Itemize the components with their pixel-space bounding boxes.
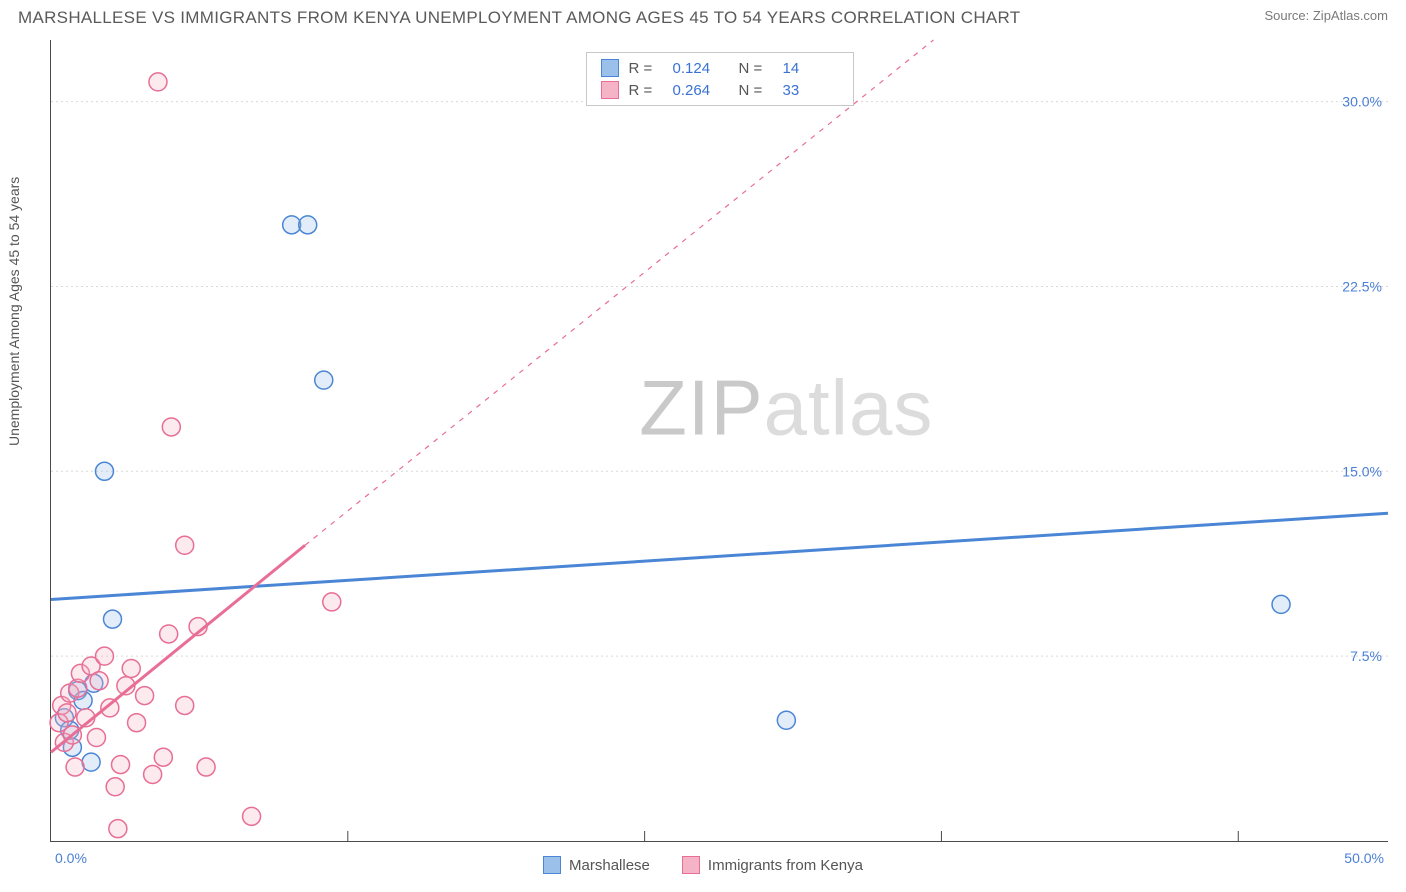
source-label: Source: — [1264, 8, 1312, 23]
legend-series-item: Marshallese — [543, 856, 650, 874]
scatter-point — [95, 462, 113, 480]
plot-area: ZIPatlas 7.5%15.0%22.5%30.0%0.0%50.0% R … — [50, 40, 1388, 842]
legend-r-value: 0.124 — [673, 60, 729, 77]
scatter-point — [82, 753, 100, 771]
legend-correlation: R = 0.124 N = 14 R = 0.264 N = 33 — [586, 52, 854, 106]
source-attribution: Source: ZipAtlas.com — [1264, 8, 1388, 23]
legend-n-value: 33 — [783, 82, 839, 99]
scatter-point — [149, 73, 167, 91]
trend-line — [51, 513, 1388, 599]
legend-r-label: R = — [629, 82, 663, 99]
scatter-point — [777, 711, 795, 729]
scatter-point — [90, 672, 108, 690]
scatter-point — [176, 696, 194, 714]
legend-series-item: Immigrants from Kenya — [682, 856, 863, 874]
legend-swatch — [601, 59, 619, 77]
y-tick-label: 22.5% — [1342, 278, 1382, 294]
scatter-point — [122, 659, 140, 677]
scatter-point — [144, 765, 162, 783]
trend-line — [51, 545, 305, 752]
scatter-point — [176, 536, 194, 554]
scatter-point — [299, 216, 317, 234]
scatter-point — [197, 758, 215, 776]
scatter-point — [136, 687, 154, 705]
y-tick-label: 30.0% — [1342, 94, 1382, 110]
scatter-point — [106, 778, 124, 796]
legend-r-label: R = — [629, 60, 663, 77]
legend-r-value: 0.264 — [673, 82, 729, 99]
scatter-point — [1272, 595, 1290, 613]
legend-series-label: Immigrants from Kenya — [708, 857, 863, 874]
scatter-point — [162, 418, 180, 436]
scatter-point — [66, 758, 84, 776]
legend-swatch — [682, 856, 700, 874]
scatter-point — [154, 748, 172, 766]
scatter-point — [95, 647, 113, 665]
scatter-svg: 7.5%15.0%22.5%30.0%0.0%50.0% — [51, 40, 1388, 841]
legend-correlation-row: R = 0.124 N = 14 — [587, 57, 853, 79]
legend-n-label: N = — [739, 82, 773, 99]
legend-series: Marshallese Immigrants from Kenya — [0, 856, 1406, 874]
scatter-point — [109, 820, 127, 838]
scatter-point — [128, 714, 146, 732]
scatter-point — [315, 371, 333, 389]
legend-swatch — [601, 81, 619, 99]
y-tick-label: 7.5% — [1350, 648, 1382, 664]
legend-n-label: N = — [739, 60, 773, 77]
legend-series-label: Marshallese — [569, 857, 650, 874]
scatter-point — [104, 610, 122, 628]
title-bar: MARSHALLESE VS IMMIGRANTS FROM KENYA UNE… — [0, 0, 1406, 32]
scatter-point — [160, 625, 178, 643]
scatter-point — [58, 704, 76, 722]
legend-n-value: 14 — [783, 60, 839, 77]
source-value: ZipAtlas.com — [1313, 8, 1388, 23]
y-tick-label: 15.0% — [1342, 463, 1382, 479]
chart-title: MARSHALLESE VS IMMIGRANTS FROM KENYA UNE… — [18, 8, 1021, 28]
trend-line-extrapolated — [305, 40, 933, 545]
scatter-point — [112, 756, 130, 774]
legend-correlation-row: R = 0.264 N = 33 — [587, 79, 853, 101]
scatter-point — [243, 807, 261, 825]
y-axis-label: Unemployment Among Ages 45 to 54 years — [6, 177, 22, 446]
scatter-point — [323, 593, 341, 611]
legend-swatch — [543, 856, 561, 874]
scatter-point — [87, 728, 105, 746]
